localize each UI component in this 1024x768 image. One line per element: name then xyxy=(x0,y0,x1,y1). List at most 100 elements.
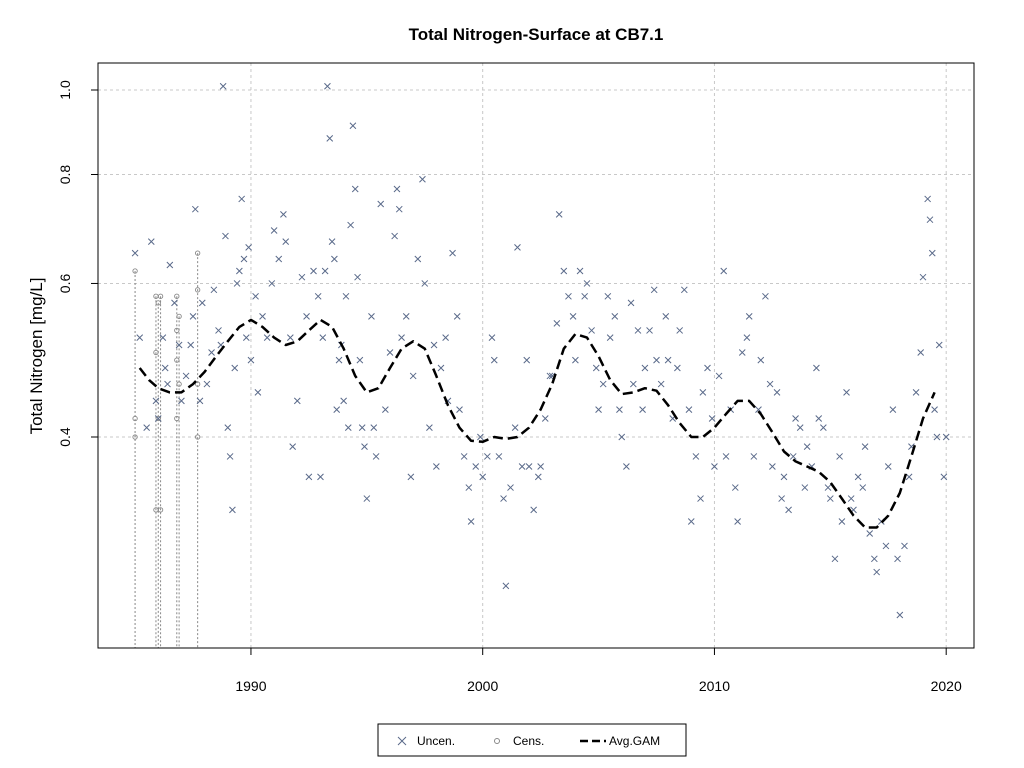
uncensored-point xyxy=(386,349,394,356)
uncensored-point xyxy=(743,334,751,342)
uncensored-point xyxy=(838,518,846,525)
uncensored-point xyxy=(646,327,653,334)
uncensored-point xyxy=(358,424,366,432)
uncensored-point xyxy=(581,292,589,300)
legend-uncensored-label: Uncen. xyxy=(417,734,455,748)
censored-point xyxy=(132,434,138,440)
uncensored-point xyxy=(734,518,741,525)
uncensored-point xyxy=(226,453,234,460)
uncensored-point xyxy=(859,484,867,491)
uncensored-point xyxy=(889,406,897,413)
x-tick-label: 2020 xyxy=(931,678,962,694)
uncensored-point xyxy=(298,273,306,281)
uncensored-point xyxy=(796,424,804,432)
uncensored-point xyxy=(331,255,338,263)
uncensored-point xyxy=(502,582,510,590)
uncensored-point xyxy=(627,299,635,307)
uncensored-point xyxy=(801,484,809,491)
uncensored-point xyxy=(611,313,619,320)
uncensored-point xyxy=(347,221,354,229)
uncensored-point xyxy=(210,286,218,294)
uncensored-point xyxy=(361,443,368,450)
grid-layer xyxy=(98,63,974,648)
uncensored-point xyxy=(363,495,371,502)
uncensored-point xyxy=(238,195,246,203)
uncensored-point xyxy=(518,463,526,470)
uncensored-point xyxy=(231,364,239,372)
uncensored-point xyxy=(629,380,637,388)
uncensored-point xyxy=(152,397,160,405)
uncensored-point xyxy=(159,334,167,342)
uncensored-point xyxy=(926,216,934,224)
uncensored-point xyxy=(572,356,579,364)
uncensored-point xyxy=(537,463,544,470)
uncensored-point xyxy=(198,299,206,307)
uncensored-point xyxy=(472,463,480,470)
uncensored-point xyxy=(785,506,792,514)
uncensored-point xyxy=(931,406,938,413)
uncensored-point xyxy=(175,341,183,349)
uncensored-point xyxy=(882,542,890,550)
uncensored-point xyxy=(333,406,341,413)
uncensored-point xyxy=(321,267,329,275)
plot-frame xyxy=(97,62,975,649)
uncensored-point xyxy=(293,397,301,405)
uncensored-point xyxy=(606,334,614,342)
uncensored-point xyxy=(884,463,892,470)
uncensored-point xyxy=(449,249,456,257)
uncensored-point xyxy=(303,313,310,320)
uncensored-point xyxy=(525,463,533,470)
uncensored-point xyxy=(254,389,262,396)
y-axis: 0.4 0.6 0.8 1.0 xyxy=(57,80,98,447)
uncensored-point xyxy=(792,415,799,422)
y-tick-label: 1.0 xyxy=(57,80,73,100)
uncensored-point xyxy=(634,327,642,334)
uncensored-point xyxy=(933,433,941,441)
uncensored-point xyxy=(676,327,684,334)
censored-point xyxy=(174,293,180,299)
uncensored-point xyxy=(843,389,850,396)
uncensored-point xyxy=(826,495,834,502)
uncensored-point xyxy=(430,341,438,349)
uncensored-point xyxy=(769,463,776,470)
uncensored-point xyxy=(711,463,718,470)
uncensored-point xyxy=(873,568,881,576)
uncensored-point xyxy=(483,453,491,460)
uncensored-point xyxy=(314,292,322,300)
uncensored-point xyxy=(699,389,707,396)
uncensored-point xyxy=(813,364,820,372)
uncensored-point xyxy=(569,313,577,320)
uncensored-point xyxy=(738,349,746,356)
x-tick-label: 2000 xyxy=(467,678,498,694)
uncensored-point xyxy=(409,372,417,380)
uncensored-point xyxy=(242,334,250,342)
uncensored-point xyxy=(697,495,704,502)
uncensored-point xyxy=(460,453,468,460)
censored-point xyxy=(157,293,164,299)
uncensored-point xyxy=(222,232,229,240)
uncensored-point xyxy=(750,453,758,460)
uncensored-point xyxy=(467,518,475,525)
censored-point xyxy=(132,415,138,422)
uncensored-point xyxy=(935,341,943,349)
uncensored-point xyxy=(674,364,681,372)
uncensored-point xyxy=(847,495,855,502)
uncensored-point xyxy=(252,292,259,300)
uncensored-point xyxy=(488,334,496,342)
uncensored-point xyxy=(426,424,433,432)
uncensored-point xyxy=(500,495,507,502)
uncensored-point xyxy=(270,227,278,234)
uncensored-point xyxy=(263,334,271,342)
uncensored-point xyxy=(432,463,440,470)
uncensored-point xyxy=(349,122,357,130)
uncensored-point xyxy=(780,473,788,481)
uncensored-point xyxy=(421,280,429,287)
uncensored-point xyxy=(344,424,352,432)
uncensored-point xyxy=(335,356,343,364)
uncensored-point xyxy=(351,185,359,193)
uncensored-point xyxy=(530,506,538,514)
uncensored-point xyxy=(870,555,878,563)
uncensored-point xyxy=(328,238,336,246)
uncensored-point xyxy=(803,443,811,450)
gam-line xyxy=(138,318,936,529)
